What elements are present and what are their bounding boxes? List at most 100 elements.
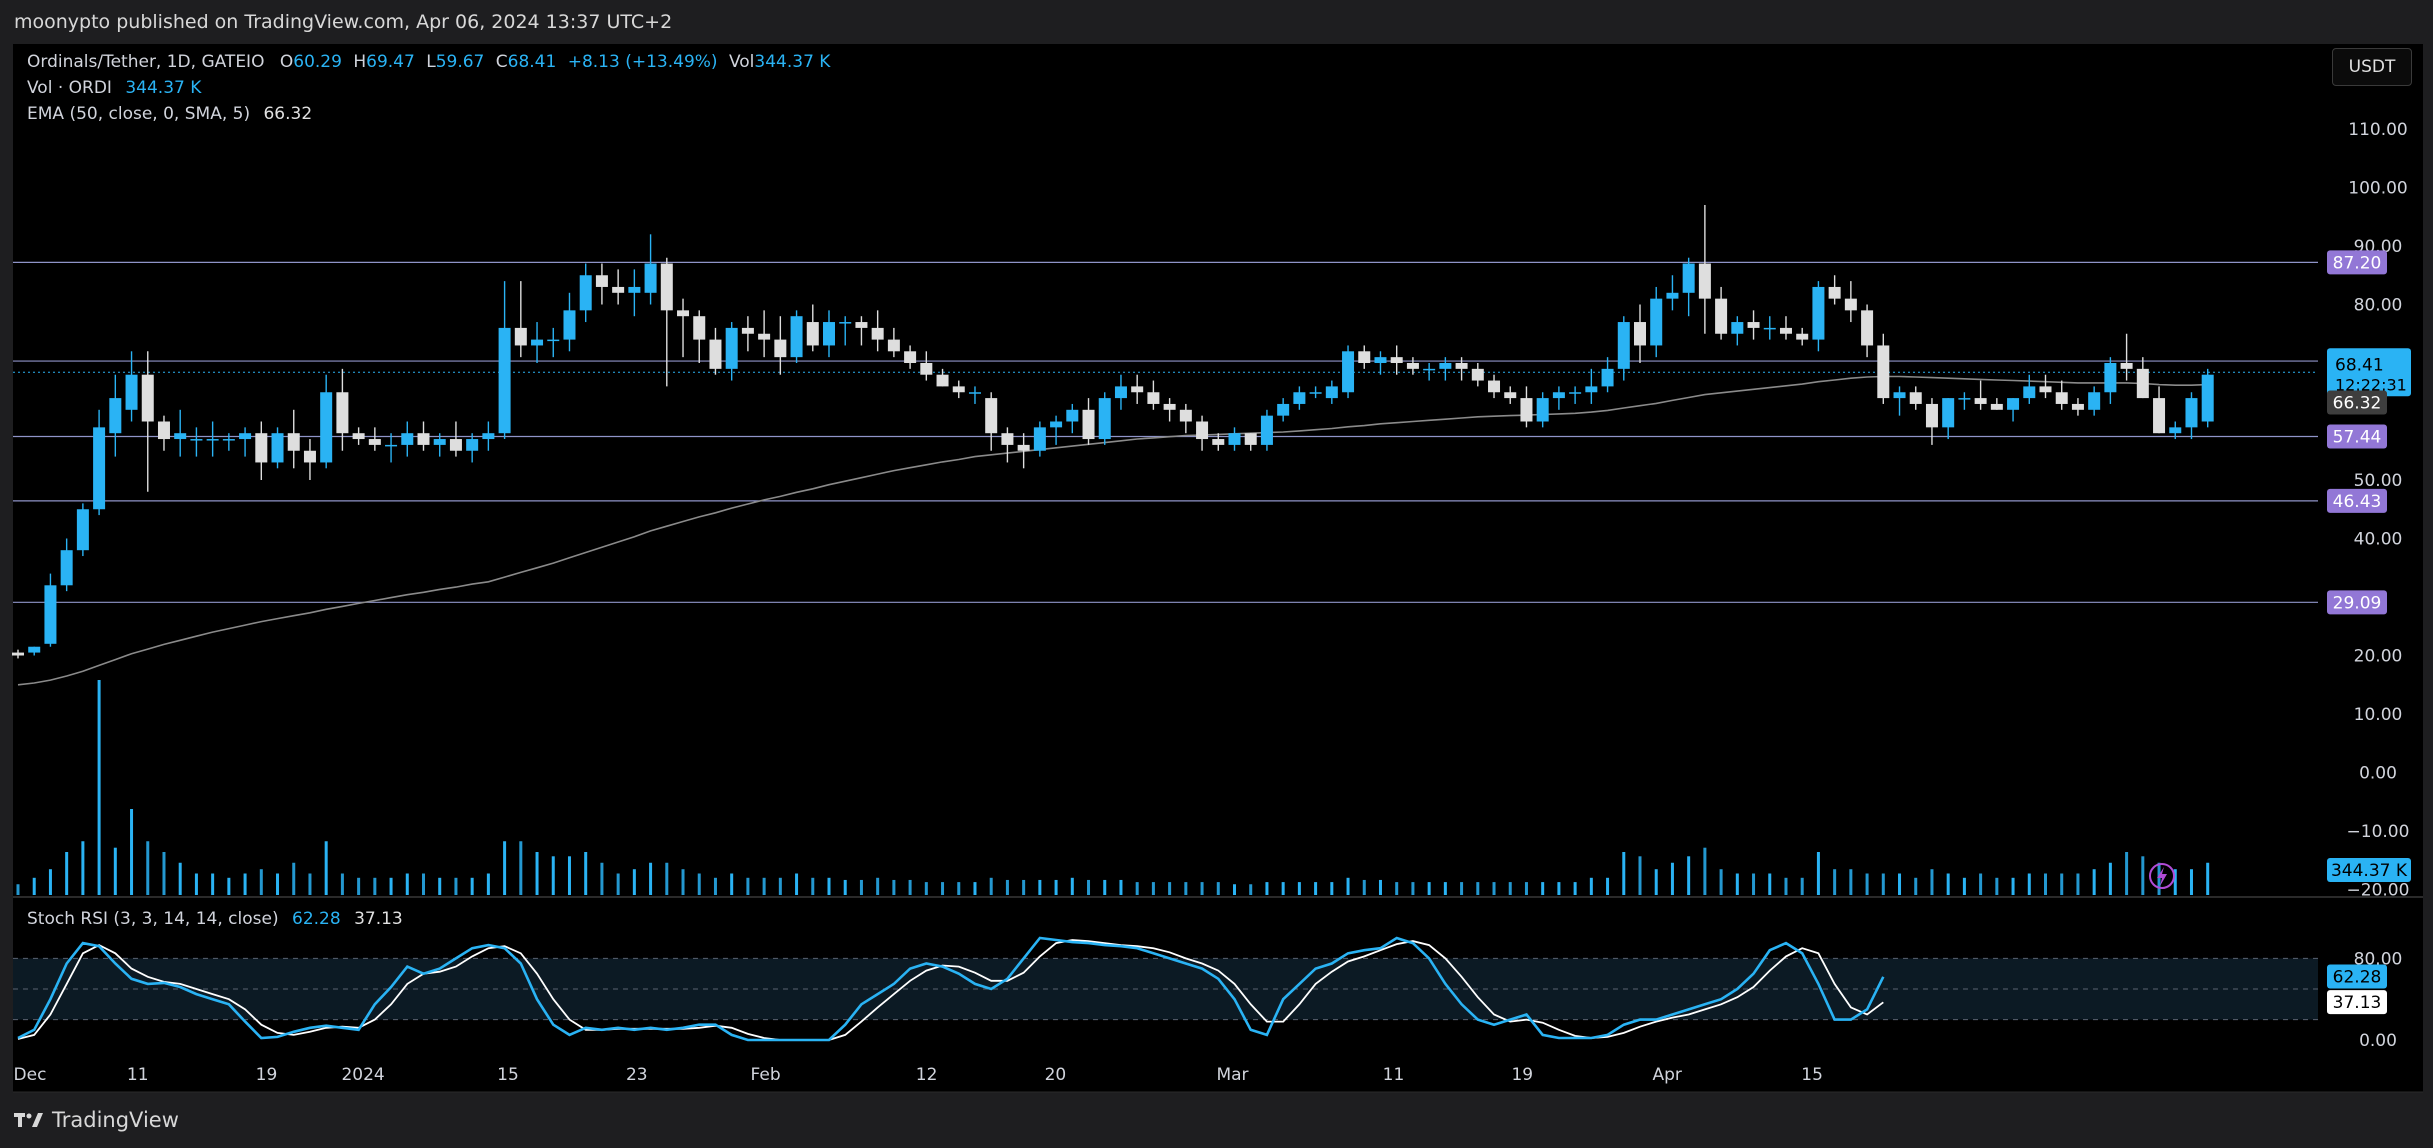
price-tick-label: 0.00: [2359, 764, 2397, 784]
volume-bar: [665, 862, 669, 895]
candle-body: [1163, 403, 1176, 410]
volume-bar: [1054, 879, 1058, 895]
volume-bar: [1314, 882, 1318, 895]
volume-bar: [1800, 877, 1804, 895]
ema-line: [17, 375, 2208, 686]
candle-body: [1909, 392, 1922, 404]
candle-body: [1325, 386, 1338, 399]
candle-body: [125, 374, 138, 410]
ema-value: 66.32: [263, 104, 313, 124]
candle-body: [303, 450, 316, 463]
stoch-d-badge-label: 37.13: [2333, 993, 2382, 1013]
volume-bar: [1703, 847, 1707, 895]
candle-body: [985, 398, 998, 434]
price-tick-label: 10.00: [2354, 705, 2403, 725]
low-value: 59.67: [435, 52, 485, 72]
volume-bar: [2173, 869, 2177, 895]
volume-bar: [584, 852, 588, 895]
volume-bar: [908, 879, 912, 895]
level-badge: [2327, 488, 2387, 513]
candle-body: [1423, 368, 1436, 371]
candle-body: [1520, 398, 1533, 422]
candle-body: [1601, 368, 1614, 387]
volume-bar: [243, 873, 247, 895]
footer-brand[interactable]: TradingView: [14, 1100, 179, 1140]
volume-bar: [843, 879, 847, 895]
level-badge-label: 87.20: [2333, 253, 2382, 273]
volume-bar: [1638, 856, 1642, 895]
volume-bar: [795, 873, 799, 895]
vol-label: Vol: [728, 52, 755, 72]
volume-bar: [2125, 852, 2129, 895]
volume-bar: [632, 869, 636, 895]
candle-body: [514, 327, 527, 346]
candle-body: [2120, 363, 2133, 369]
candle-body: [774, 339, 787, 358]
chart-frame[interactable]: [13, 44, 2423, 1092]
volume-bar: [1362, 879, 1366, 895]
candle-body: [1358, 351, 1371, 363]
candle-body: [417, 433, 430, 445]
volume-bar: [340, 873, 344, 895]
stoch-k-badge-label: 62.28: [2333, 967, 2382, 987]
candle-body: [2104, 363, 2117, 393]
time-axis-label: 15: [497, 1065, 519, 1085]
candle-body: [482, 433, 495, 440]
high-label: H: [353, 52, 367, 72]
candle-body: [790, 316, 803, 358]
candle-body: [2185, 398, 2198, 428]
volume-bar: [697, 873, 701, 895]
price-tick-label: 80.00: [2354, 296, 2403, 316]
volume-bar: [1038, 879, 1042, 895]
currency-button[interactable]: USDT: [2332, 48, 2412, 86]
candle-body: [1488, 380, 1501, 393]
price-tick-label: −20.00: [2347, 881, 2410, 901]
candle-body: [1260, 415, 1273, 445]
candle-body: [579, 275, 592, 311]
candle-body: [60, 550, 73, 586]
time-axis-label: 11: [1383, 1065, 1405, 1085]
volume-bar: [1184, 882, 1188, 895]
candle-body: [887, 339, 900, 352]
level-badge: [2327, 250, 2387, 275]
candle-body: [1861, 310, 1874, 346]
time-axis-label: 15: [1801, 1065, 1823, 1085]
candle-body: [1747, 322, 1760, 328]
candle-body: [449, 439, 462, 451]
volume-badge: [2327, 858, 2411, 882]
volume-bar: [470, 877, 474, 895]
volume-bar: [616, 873, 620, 895]
candle-body: [1147, 392, 1160, 404]
volume-bar: [1297, 882, 1301, 895]
candle-body: [1406, 363, 1419, 369]
countdown-label: 12:22:31: [2335, 375, 2407, 394]
volume-bar: [373, 877, 377, 895]
volume-bar: [973, 882, 977, 895]
volume-bar: [2141, 856, 2145, 895]
volume-bar: [1103, 879, 1107, 895]
candle-body: [758, 333, 771, 340]
candle-body: [2136, 368, 2149, 399]
candle-body: [1585, 386, 1598, 393]
candle-body: [76, 509, 89, 551]
volume-bar: [1330, 882, 1334, 895]
volume-bar: [1005, 879, 1009, 895]
volume-bar: [113, 847, 117, 895]
volume-bar: [827, 877, 831, 895]
candle-body: [2169, 427, 2182, 434]
candle-body: [1033, 427, 1046, 451]
volume-bar: [2189, 869, 2193, 895]
volume-bar: [1395, 882, 1399, 895]
stoch-d-value: 37.13: [354, 909, 403, 929]
candle-body: [1082, 409, 1095, 440]
volume-bar: [746, 877, 750, 895]
candle-body: [433, 439, 446, 445]
volume-bar: [1281, 882, 1285, 895]
candle-body: [936, 374, 949, 387]
volume-bar: [957, 882, 961, 895]
volume-bar: [324, 841, 328, 895]
volume-bar: [1768, 873, 1772, 895]
candle-body: [1179, 409, 1192, 422]
candle-body: [1698, 263, 1711, 299]
